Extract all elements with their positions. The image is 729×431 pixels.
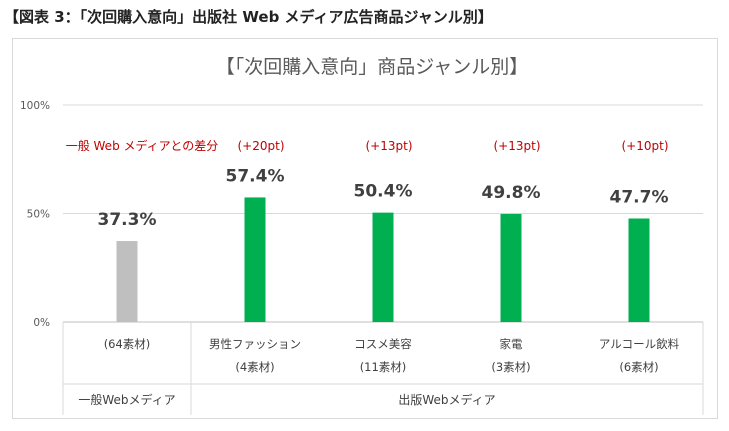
diff-label: (+10pt) <box>621 139 668 153</box>
data-label: 47.7% <box>610 187 669 207</box>
group-label: 一般Webメディア <box>78 392 175 407</box>
category-label: アルコール飲料 <box>599 337 680 351</box>
bar <box>372 212 394 322</box>
diff-label: (+13pt) <box>365 139 412 153</box>
y-tick-label: 100% <box>20 100 50 112</box>
category-sublabel: (6素材) <box>619 360 658 374</box>
diff-label: (+13pt) <box>493 139 540 153</box>
y-tick-label: 0% <box>33 317 50 329</box>
bar <box>500 213 522 322</box>
chart-title: 【「次回購入意向」商品ジャンル別】 <box>216 56 529 78</box>
chart-frame <box>12 38 718 419</box>
diff-header: 一般 Web メディアとの差分 <box>66 138 219 153</box>
category-sublabel: (4素材) <box>235 360 274 374</box>
category-sublabel: (11素材) <box>360 360 407 374</box>
y-tick-label: 50% <box>27 209 50 221</box>
diff-label: (+20pt) <box>237 139 284 153</box>
category-label: コスメ美容 <box>354 337 412 351</box>
data-label: 57.4% <box>226 166 285 186</box>
bar <box>244 197 266 322</box>
figure-title: 【図表 3：「次回購入意向」出版社 Web メディア広告商品ジャンル別】 <box>4 8 493 26</box>
data-label: 37.3% <box>98 210 157 230</box>
category-label: 男性ファッション <box>209 337 301 351</box>
bar <box>628 218 650 322</box>
group-label: 出版Webメディア <box>398 392 495 407</box>
data-label: 50.4% <box>354 182 413 202</box>
category-label: (64素材) <box>104 337 151 351</box>
category-label: 家電 <box>500 337 523 351</box>
category-sublabel: (3素材) <box>491 360 530 374</box>
data-label: 49.8% <box>482 183 541 203</box>
bar <box>116 241 138 322</box>
